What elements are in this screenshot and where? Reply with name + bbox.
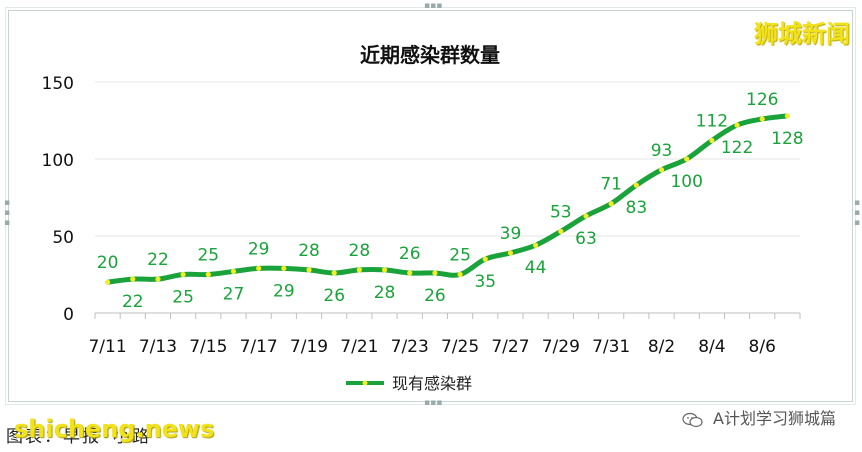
x-tick-label: 7/17 <box>240 337 278 357</box>
legend-label: 现有感染群 <box>392 374 472 393</box>
data-point <box>331 270 337 276</box>
resize-handle-left[interactable]: ▪▪▪ <box>2 198 12 228</box>
resize-handle-bottom[interactable]: ▪▪▪ <box>424 398 443 408</box>
data-point <box>256 265 262 271</box>
data-label: 71 <box>600 175 622 195</box>
x-tick-label: 7/27 <box>491 337 529 357</box>
data-label: 29 <box>248 239 270 259</box>
data-label: 26 <box>399 244 421 264</box>
data-label: 25 <box>172 288 194 308</box>
data-label: 25 <box>449 246 471 266</box>
legend: 现有感染群 <box>346 374 472 393</box>
data-label: 93 <box>651 141 673 161</box>
data-point <box>356 267 362 273</box>
x-tick-label: 7/15 <box>189 337 227 357</box>
x-tick-label: 7/11 <box>88 337 126 357</box>
y-tick-label: 0 <box>63 305 74 325</box>
data-point <box>130 276 136 282</box>
legend-marker <box>362 380 368 386</box>
data-label: 26 <box>323 286 345 306</box>
data-label: 27 <box>223 284 245 304</box>
x-tick-label: 7/19 <box>290 337 328 357</box>
resize-handle-top[interactable]: ▪▪▪ <box>424 1 443 11</box>
data-label: 53 <box>550 202 572 222</box>
data-point <box>230 268 237 275</box>
data-point <box>432 270 438 276</box>
data-point <box>784 113 791 119</box>
data-point <box>734 122 740 128</box>
data-point <box>180 271 186 278</box>
data-point <box>658 167 665 173</box>
data-point <box>633 182 639 188</box>
data-point <box>608 201 614 207</box>
data-point <box>482 256 488 262</box>
wechat-account-name: A计划学习狮城篇 <box>713 409 836 428</box>
chart-caption: 图表：早报•小路 <box>6 427 152 447</box>
x-tick-label: 7/23 <box>391 337 429 357</box>
data-label: 28 <box>298 241 320 261</box>
data-point <box>684 156 690 162</box>
x-tick-label: 8/2 <box>648 337 675 357</box>
data-label: 126 <box>746 90 778 110</box>
data-point <box>407 270 413 276</box>
data-label: 83 <box>626 198 648 218</box>
data-label: 28 <box>349 241 371 261</box>
x-tick-label: 7/29 <box>542 337 580 357</box>
data-point <box>507 250 514 256</box>
x-tick-label: 7/21 <box>340 337 378 357</box>
data-label: 28 <box>374 283 396 303</box>
data-label: 20 <box>97 253 119 273</box>
data-label: 25 <box>197 246 219 266</box>
x-tick-label: 8/4 <box>698 337 725 357</box>
data-label: 22 <box>147 250 169 270</box>
data-point <box>306 267 312 273</box>
wechat-account: A计划学习狮城篇 <box>682 405 836 429</box>
data-point <box>709 137 715 144</box>
x-tick-label: 7/13 <box>139 337 177 357</box>
data-point <box>155 276 161 282</box>
data-point <box>381 267 388 273</box>
data-label: 35 <box>474 272 496 292</box>
chart-title: 近期感染群数量 <box>360 43 500 67</box>
data-point <box>558 228 564 234</box>
data-label: 39 <box>500 224 522 244</box>
x-tick-label: 7/25 <box>441 337 479 357</box>
site-watermark: shicheng.news <box>14 415 215 443</box>
data-label: 112 <box>696 112 728 132</box>
y-tick-label: 150 <box>42 74 74 94</box>
chart-outer-frame <box>5 7 856 405</box>
data-label: 44 <box>525 258 547 278</box>
data-label: 63 <box>575 229 597 249</box>
wechat-icon <box>682 412 703 427</box>
data-label: 100 <box>670 172 702 192</box>
series-line <box>107 113 788 285</box>
data-point <box>759 116 765 122</box>
resize-handle-right[interactable]: ▪▪▪ <box>852 198 862 228</box>
data-label: 29 <box>273 281 295 301</box>
data-point <box>457 271 463 278</box>
data-label: 122 <box>721 138 753 158</box>
chart-frame <box>8 10 853 402</box>
data-label: 128 <box>771 129 803 149</box>
brand-watermark: 狮城新闻 <box>754 20 850 48</box>
data-point <box>104 279 111 285</box>
data-point <box>281 265 287 271</box>
x-tick-label: 8/6 <box>749 337 776 357</box>
data-label: 22 <box>122 292 144 312</box>
x-tick-label: 7/31 <box>592 337 630 357</box>
y-tick-label: 100 <box>42 151 74 171</box>
y-tick-label: 50 <box>52 228 74 248</box>
data-point <box>205 271 211 278</box>
data-label: 26 <box>424 286 446 306</box>
data-point <box>583 213 589 219</box>
data-point <box>533 242 539 248</box>
